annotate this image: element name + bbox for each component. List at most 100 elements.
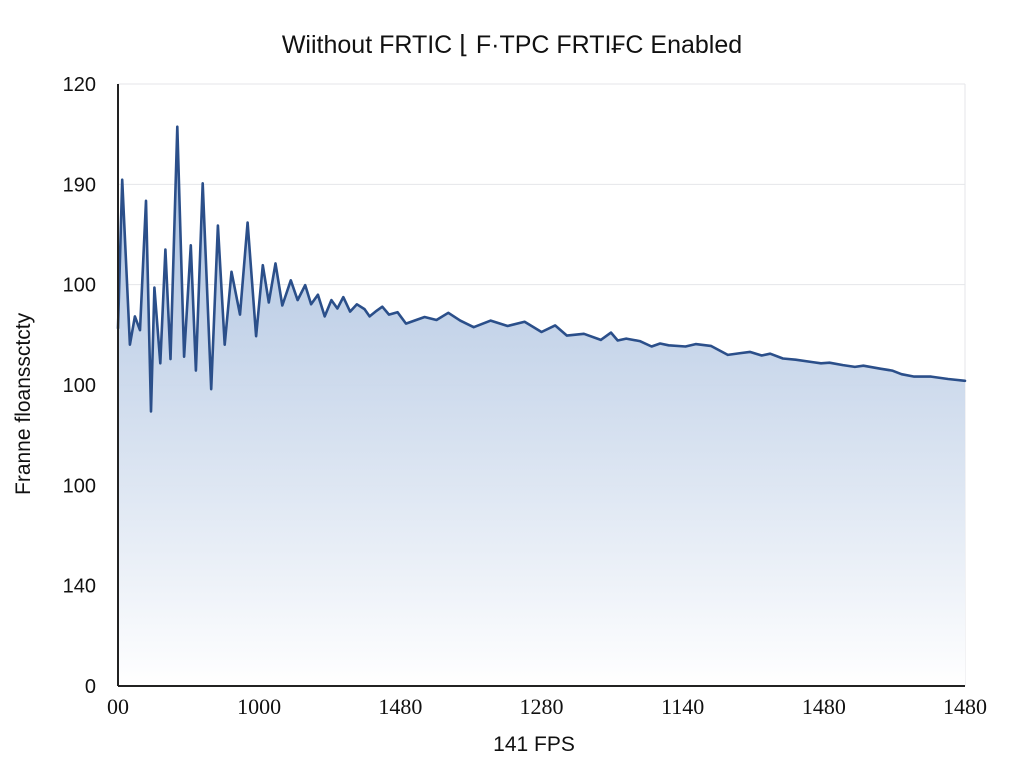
data-point [610,332,612,334]
data-point [749,351,751,353]
data-point [274,262,277,264]
axis-labels: Franne floanssctcty 141 FPS [12,312,575,756]
data-point [761,354,763,357]
data-point [930,376,932,378]
data-point [310,303,312,305]
data-point [842,364,844,366]
data-point [600,339,602,341]
data-point [224,344,226,346]
data-point [324,315,326,317]
data-point [490,320,492,322]
data-point [134,315,136,317]
data-point [304,284,306,286]
data-point [262,264,264,266]
data-point [210,388,212,390]
data-point [317,294,319,296]
area-fill [118,126,965,686]
data-point [947,378,949,380]
data-point [668,344,670,346]
data-point [854,366,856,368]
data-point [739,352,742,354]
data-point [349,311,351,313]
data-point [879,368,881,370]
y-tick-label: 0 [85,676,96,698]
data-point [684,345,687,348]
data-point [710,345,712,347]
data-point [554,324,556,326]
data-point [281,304,283,307]
y-tick-label: 100 [63,475,96,497]
data-point [891,370,893,372]
data-point [447,312,449,314]
data-point [290,279,292,281]
data-point [363,308,366,310]
x-tick-label: 1140 [661,694,704,719]
x-axis-label: 141 FPS [493,733,575,756]
data-point [159,362,161,364]
data-point [625,338,627,340]
y-tick-label: 190 [63,174,96,196]
x-tick-label: 1480 [943,694,987,719]
y-tick-label: 100 [63,275,96,297]
x-tick-label: 1280 [520,694,564,719]
data-point [145,200,147,202]
data-point [828,362,831,364]
data-point [862,365,865,367]
data-point [617,339,619,342]
data-point [297,299,299,301]
data-point [247,221,249,224]
data-point [230,271,233,273]
x-axis-ticks: 00 1000 1480 1280 1140 1480 1480 [107,694,987,719]
x-tick-label: 1480 [802,694,846,719]
data-point [695,343,697,345]
x-tick-label: 00 [107,694,129,719]
y-tick-label: 120 [63,74,96,96]
axes [117,84,965,687]
y-axis-ticks: 0 140 100 100 100 190 120 [63,74,96,698]
data-point [900,373,903,375]
data-point [795,359,797,361]
data-point [782,357,784,360]
data-point [769,353,771,355]
data-point [396,311,399,313]
data-point [356,303,358,305]
data-point [388,314,390,316]
data-point [217,224,219,227]
data-point [169,358,172,360]
data-point [190,244,192,246]
data-point [566,335,568,337]
data-point [255,335,257,337]
chart-title: Wiithout FRTIC ⌊ F·TPC FRTI₣C Enabled [281,31,743,59]
data-point [195,370,197,372]
data-point [381,306,383,308]
data-point [639,340,641,342]
x-tick-label: 1000 [237,694,281,719]
data-point [583,333,585,335]
data-point [811,361,814,363]
data-point [413,320,415,322]
data-point [129,344,131,346]
data-point [183,356,185,358]
data-point [153,286,155,289]
data-point [473,326,475,328]
data-point [820,362,822,364]
data-point [268,301,270,304]
data-point [964,380,966,382]
data-point [164,249,166,251]
data-point [405,323,407,325]
data-point [150,410,152,413]
data-point [121,179,123,181]
area-series [116,125,967,686]
data-point [507,325,509,327]
data-point [913,376,915,378]
data-point [524,321,526,323]
data-point [659,342,661,345]
x-tick-label: 1480 [378,694,422,719]
data-point [330,299,332,301]
data-point [342,296,344,298]
data-point [459,320,461,322]
data-point [435,319,438,321]
data-point [239,314,241,316]
data-point [336,307,338,310]
